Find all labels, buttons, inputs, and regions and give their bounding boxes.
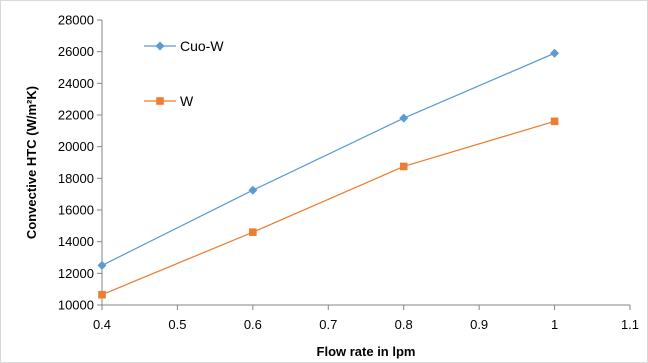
data-point-w	[399, 162, 408, 171]
x-tick-label: 0.5	[168, 317, 186, 332]
y-tick-label: 20000	[58, 139, 94, 154]
legend-label: W	[180, 93, 194, 109]
legend-label: Cuo-W	[180, 38, 224, 54]
y-tick-label: 26000	[58, 44, 94, 59]
legend-marker	[156, 97, 164, 105]
data-point-w	[98, 290, 106, 299]
series-line-w	[101, 120, 555, 296]
series-cuo-w	[97, 48, 560, 270]
y-tick-label: 22000	[58, 108, 94, 123]
x-tick-label: 0.8	[395, 317, 413, 332]
y-tick-label: 14000	[58, 234, 94, 249]
legend-item-w: W	[144, 93, 194, 109]
y-tick-labels: 10000 12000 14000 16000 18000 20000 22000 24000…	[58, 13, 94, 313]
y-tick-label: 18000	[58, 171, 94, 186]
data-point-cuo-w	[248, 185, 258, 195]
legend-item-cuo-w: Cuo-W	[144, 38, 224, 54]
data-point-cuo-w	[550, 48, 560, 58]
x-tick-label: 1	[551, 317, 558, 332]
y-tick-label: 10000	[58, 298, 94, 313]
y-tick-label: 12000	[58, 266, 94, 281]
legend-marker	[155, 41, 165, 51]
data-point-cuo-w	[399, 113, 409, 123]
y-tick-label: 16000	[58, 203, 94, 218]
y-tick-label: 24000	[58, 76, 94, 91]
series-line-cuo-w	[101, 52, 555, 266]
data-point-w	[550, 117, 559, 126]
x-tick-label: 0.4	[93, 317, 111, 332]
axes	[97, 19, 631, 310]
y-axis-title: Convective HTC (W/m²K)	[24, 86, 39, 239]
series-layer	[97, 48, 560, 299]
data-point-cuo-w	[97, 260, 107, 270]
y-tick-label: 28000	[58, 13, 94, 28]
x-tick-label: 0.7	[319, 317, 337, 332]
legend: Cuo-W W	[144, 38, 224, 109]
x-tick-label: 1.1	[621, 317, 639, 332]
x-axis-title: Flow rate in lpm	[317, 344, 416, 359]
x-tick-label: 0.6	[244, 317, 262, 332]
x-tick-labels: 0.4 0.5 0.6 0.7 0.8 0.9 1 1.1	[93, 317, 639, 332]
data-point-w	[249, 228, 257, 236]
x-tick-label: 0.9	[470, 317, 488, 332]
series-w	[98, 117, 559, 299]
